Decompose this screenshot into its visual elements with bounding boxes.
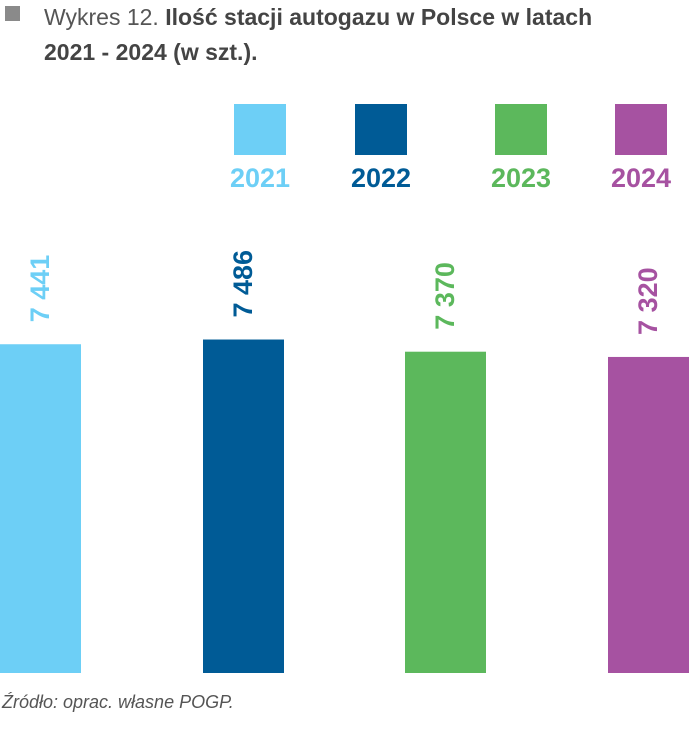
legend-label: 2022 xyxy=(351,163,411,193)
bar xyxy=(203,339,284,673)
legend-swatch xyxy=(495,104,547,155)
legend-swatch xyxy=(355,104,407,155)
value-label: 7 320 xyxy=(633,267,663,335)
bar xyxy=(405,351,486,673)
legend-label: 2021 xyxy=(230,163,290,193)
value-label: 7 486 xyxy=(228,250,258,318)
legend-swatch xyxy=(234,104,286,155)
title-marker xyxy=(5,6,20,21)
value-label: 7 441 xyxy=(25,255,55,323)
legend-swatch xyxy=(615,104,667,155)
legend-label: 2023 xyxy=(491,163,551,193)
title-block: Wykres 12. Ilość stacji autogazu w Polsc… xyxy=(44,0,604,70)
chart: 2021 7 441 2022 7 486 2023 7 370 2024 7 320 xyxy=(0,104,689,673)
bar xyxy=(0,344,81,673)
source: Źródło: oprac. własne POGP. xyxy=(2,692,234,712)
bar xyxy=(608,356,689,673)
chart-title: Ilość stacji autogazu w Polsce w latach … xyxy=(44,4,593,65)
chart-label: Wykres 12. xyxy=(44,4,159,30)
legend-label: 2024 xyxy=(611,163,671,193)
value-label: 7 370 xyxy=(430,262,460,330)
